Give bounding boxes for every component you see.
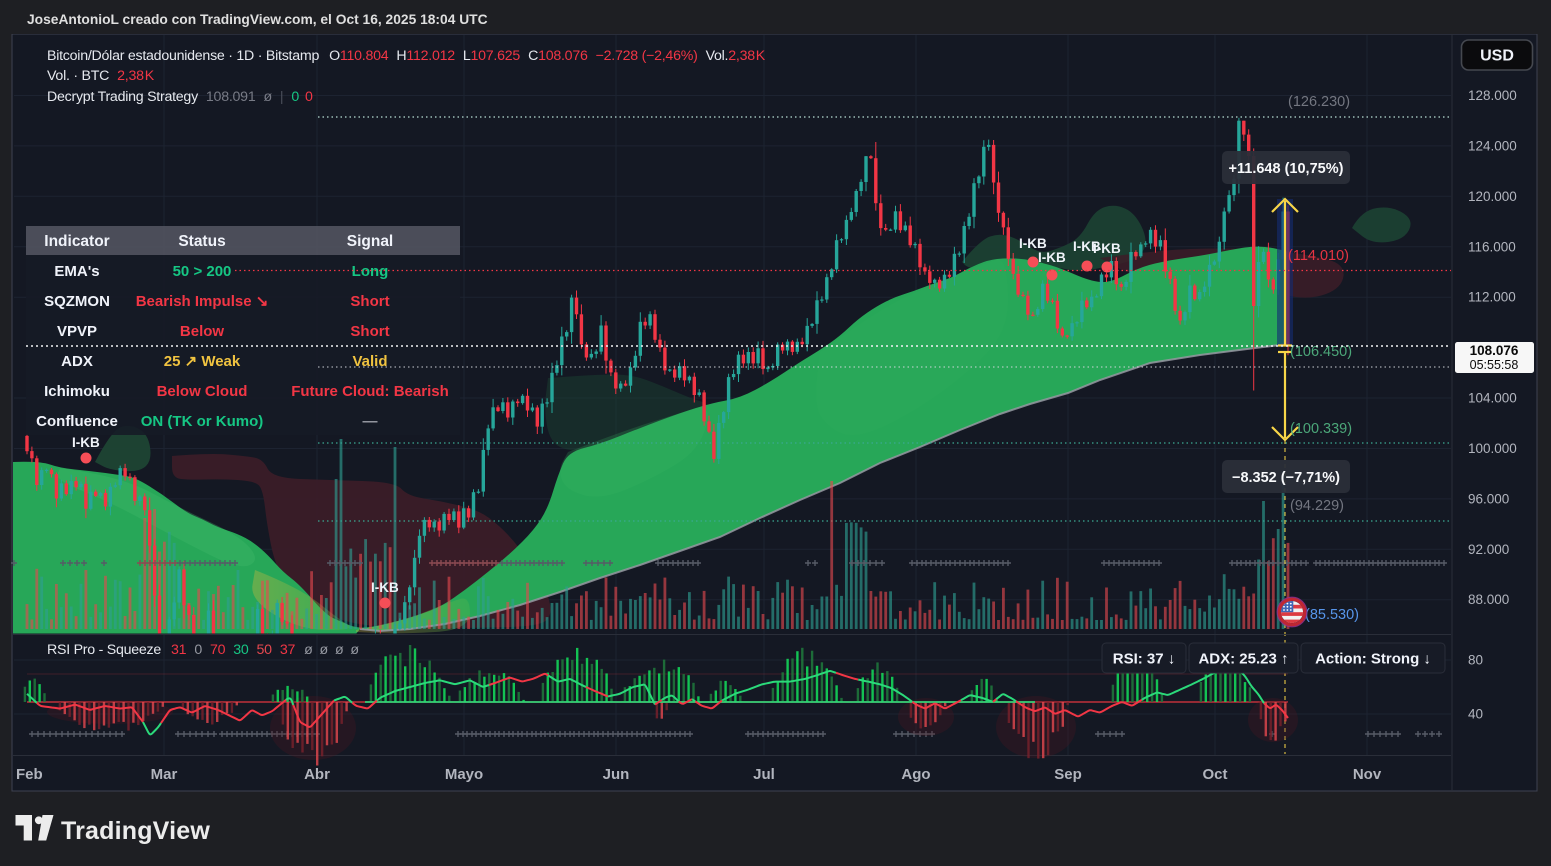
svg-text:80: 80 bbox=[1468, 653, 1483, 668]
svg-text:−8.352 (−7,71%): −8.352 (−7,71%) bbox=[1232, 470, 1340, 486]
svg-text:I-KB: I-KB bbox=[1038, 250, 1066, 265]
svg-text:96.000: 96.000 bbox=[1468, 491, 1509, 506]
svg-text:Feb: Feb bbox=[16, 766, 43, 783]
svg-text:Mar: Mar bbox=[151, 766, 178, 783]
svg-text:Valid: Valid bbox=[352, 353, 387, 370]
svg-text:RSI: 37 ↓: RSI: 37 ↓ bbox=[1113, 651, 1176, 668]
svg-text:Below Cloud: Below Cloud bbox=[157, 383, 248, 400]
svg-text:50 > 200: 50 > 200 bbox=[173, 263, 232, 280]
svg-text:Oct: Oct bbox=[1202, 766, 1227, 783]
svg-text:Short: Short bbox=[350, 323, 389, 340]
svg-text:(106.450): (106.450) bbox=[1290, 344, 1352, 360]
svg-text:Short: Short bbox=[350, 293, 389, 310]
svg-text:I-KB: I-KB bbox=[72, 435, 100, 450]
svg-text:+11.648 (10,75%): +11.648 (10,75%) bbox=[1229, 161, 1344, 177]
svg-text:ON (TK or Kumo): ON (TK or Kumo) bbox=[141, 413, 263, 430]
svg-text:USD: USD bbox=[1480, 48, 1514, 65]
svg-text:100.000: 100.000 bbox=[1468, 441, 1517, 456]
svg-text:(100.339): (100.339) bbox=[1290, 421, 1352, 437]
svg-text:25 ↗ Weak: 25 ↗ Weak bbox=[164, 353, 241, 370]
svg-text:Ichimoku: Ichimoku bbox=[44, 383, 110, 400]
svg-text:Indicator: Indicator bbox=[44, 233, 109, 250]
svg-text:SQZMON: SQZMON bbox=[44, 293, 110, 310]
svg-text:88.000: 88.000 bbox=[1468, 592, 1509, 607]
svg-text:I-KB: I-KB bbox=[1093, 241, 1121, 256]
svg-text:124.000: 124.000 bbox=[1468, 138, 1517, 153]
svg-text:I-KB: I-KB bbox=[1073, 239, 1101, 254]
svg-text:Mayo: Mayo bbox=[445, 766, 483, 783]
svg-text:116.000: 116.000 bbox=[1468, 239, 1516, 254]
svg-text:Action: Strong ↓: Action: Strong ↓ bbox=[1315, 651, 1431, 668]
svg-text:112.000: 112.000 bbox=[1468, 290, 1516, 305]
svg-text:VPVP: VPVP bbox=[57, 323, 97, 340]
svg-text:Nov: Nov bbox=[1353, 766, 1382, 783]
svg-text:(114.010): (114.010) bbox=[1288, 248, 1349, 264]
svg-text:108.076: 108.076 bbox=[1470, 343, 1519, 358]
svg-text:Abr: Abr bbox=[304, 766, 330, 783]
svg-text:92.000: 92.000 bbox=[1468, 542, 1509, 557]
svg-text:05:55:58: 05:55:58 bbox=[1470, 358, 1519, 372]
svg-text:Confluence: Confluence bbox=[36, 413, 118, 430]
svg-text:128.000: 128.000 bbox=[1468, 88, 1517, 103]
svg-text:Signal: Signal bbox=[347, 233, 394, 250]
svg-text:ADX: 25.23 ↑: ADX: 25.23 ↑ bbox=[1198, 651, 1288, 668]
svg-text:I-KB: I-KB bbox=[1019, 236, 1047, 251]
svg-text:Long: Long bbox=[352, 263, 389, 280]
svg-text:TradingView: TradingView bbox=[61, 817, 210, 845]
svg-text:EMA's: EMA's bbox=[54, 263, 99, 280]
svg-text:(126.230): (126.230) bbox=[1288, 94, 1350, 110]
svg-text:Bearish Impulse ↘: Bearish Impulse ↘ bbox=[136, 293, 269, 310]
svg-text:104.000: 104.000 bbox=[1468, 391, 1517, 406]
svg-text:Sep: Sep bbox=[1054, 766, 1082, 783]
svg-text:Jul: Jul bbox=[753, 766, 775, 783]
svg-text:Ago: Ago bbox=[901, 766, 930, 783]
svg-text:Future Cloud: Bearish: Future Cloud: Bearish bbox=[291, 383, 449, 400]
svg-text:JoseAntonioL creado con Tradin: JoseAntonioL creado con TradingView.com,… bbox=[27, 12, 488, 27]
svg-text:40: 40 bbox=[1468, 707, 1483, 722]
svg-text:—: — bbox=[363, 413, 378, 430]
svg-text:Status: Status bbox=[178, 233, 225, 250]
svg-text:Bitcoin/Dólar estadounidense ·: Bitcoin/Dólar estadounidense · 1D · Bits… bbox=[47, 48, 766, 64]
svg-text:Below: Below bbox=[180, 323, 225, 340]
svg-text:(94.229): (94.229) bbox=[1290, 498, 1344, 514]
svg-text:Jun: Jun bbox=[603, 766, 630, 783]
svg-text:I-KB: I-KB bbox=[371, 580, 399, 595]
svg-text:ADX: ADX bbox=[61, 353, 93, 370]
svg-text:120.000: 120.000 bbox=[1468, 189, 1517, 204]
svg-text:(85.530): (85.530) bbox=[1305, 607, 1359, 623]
